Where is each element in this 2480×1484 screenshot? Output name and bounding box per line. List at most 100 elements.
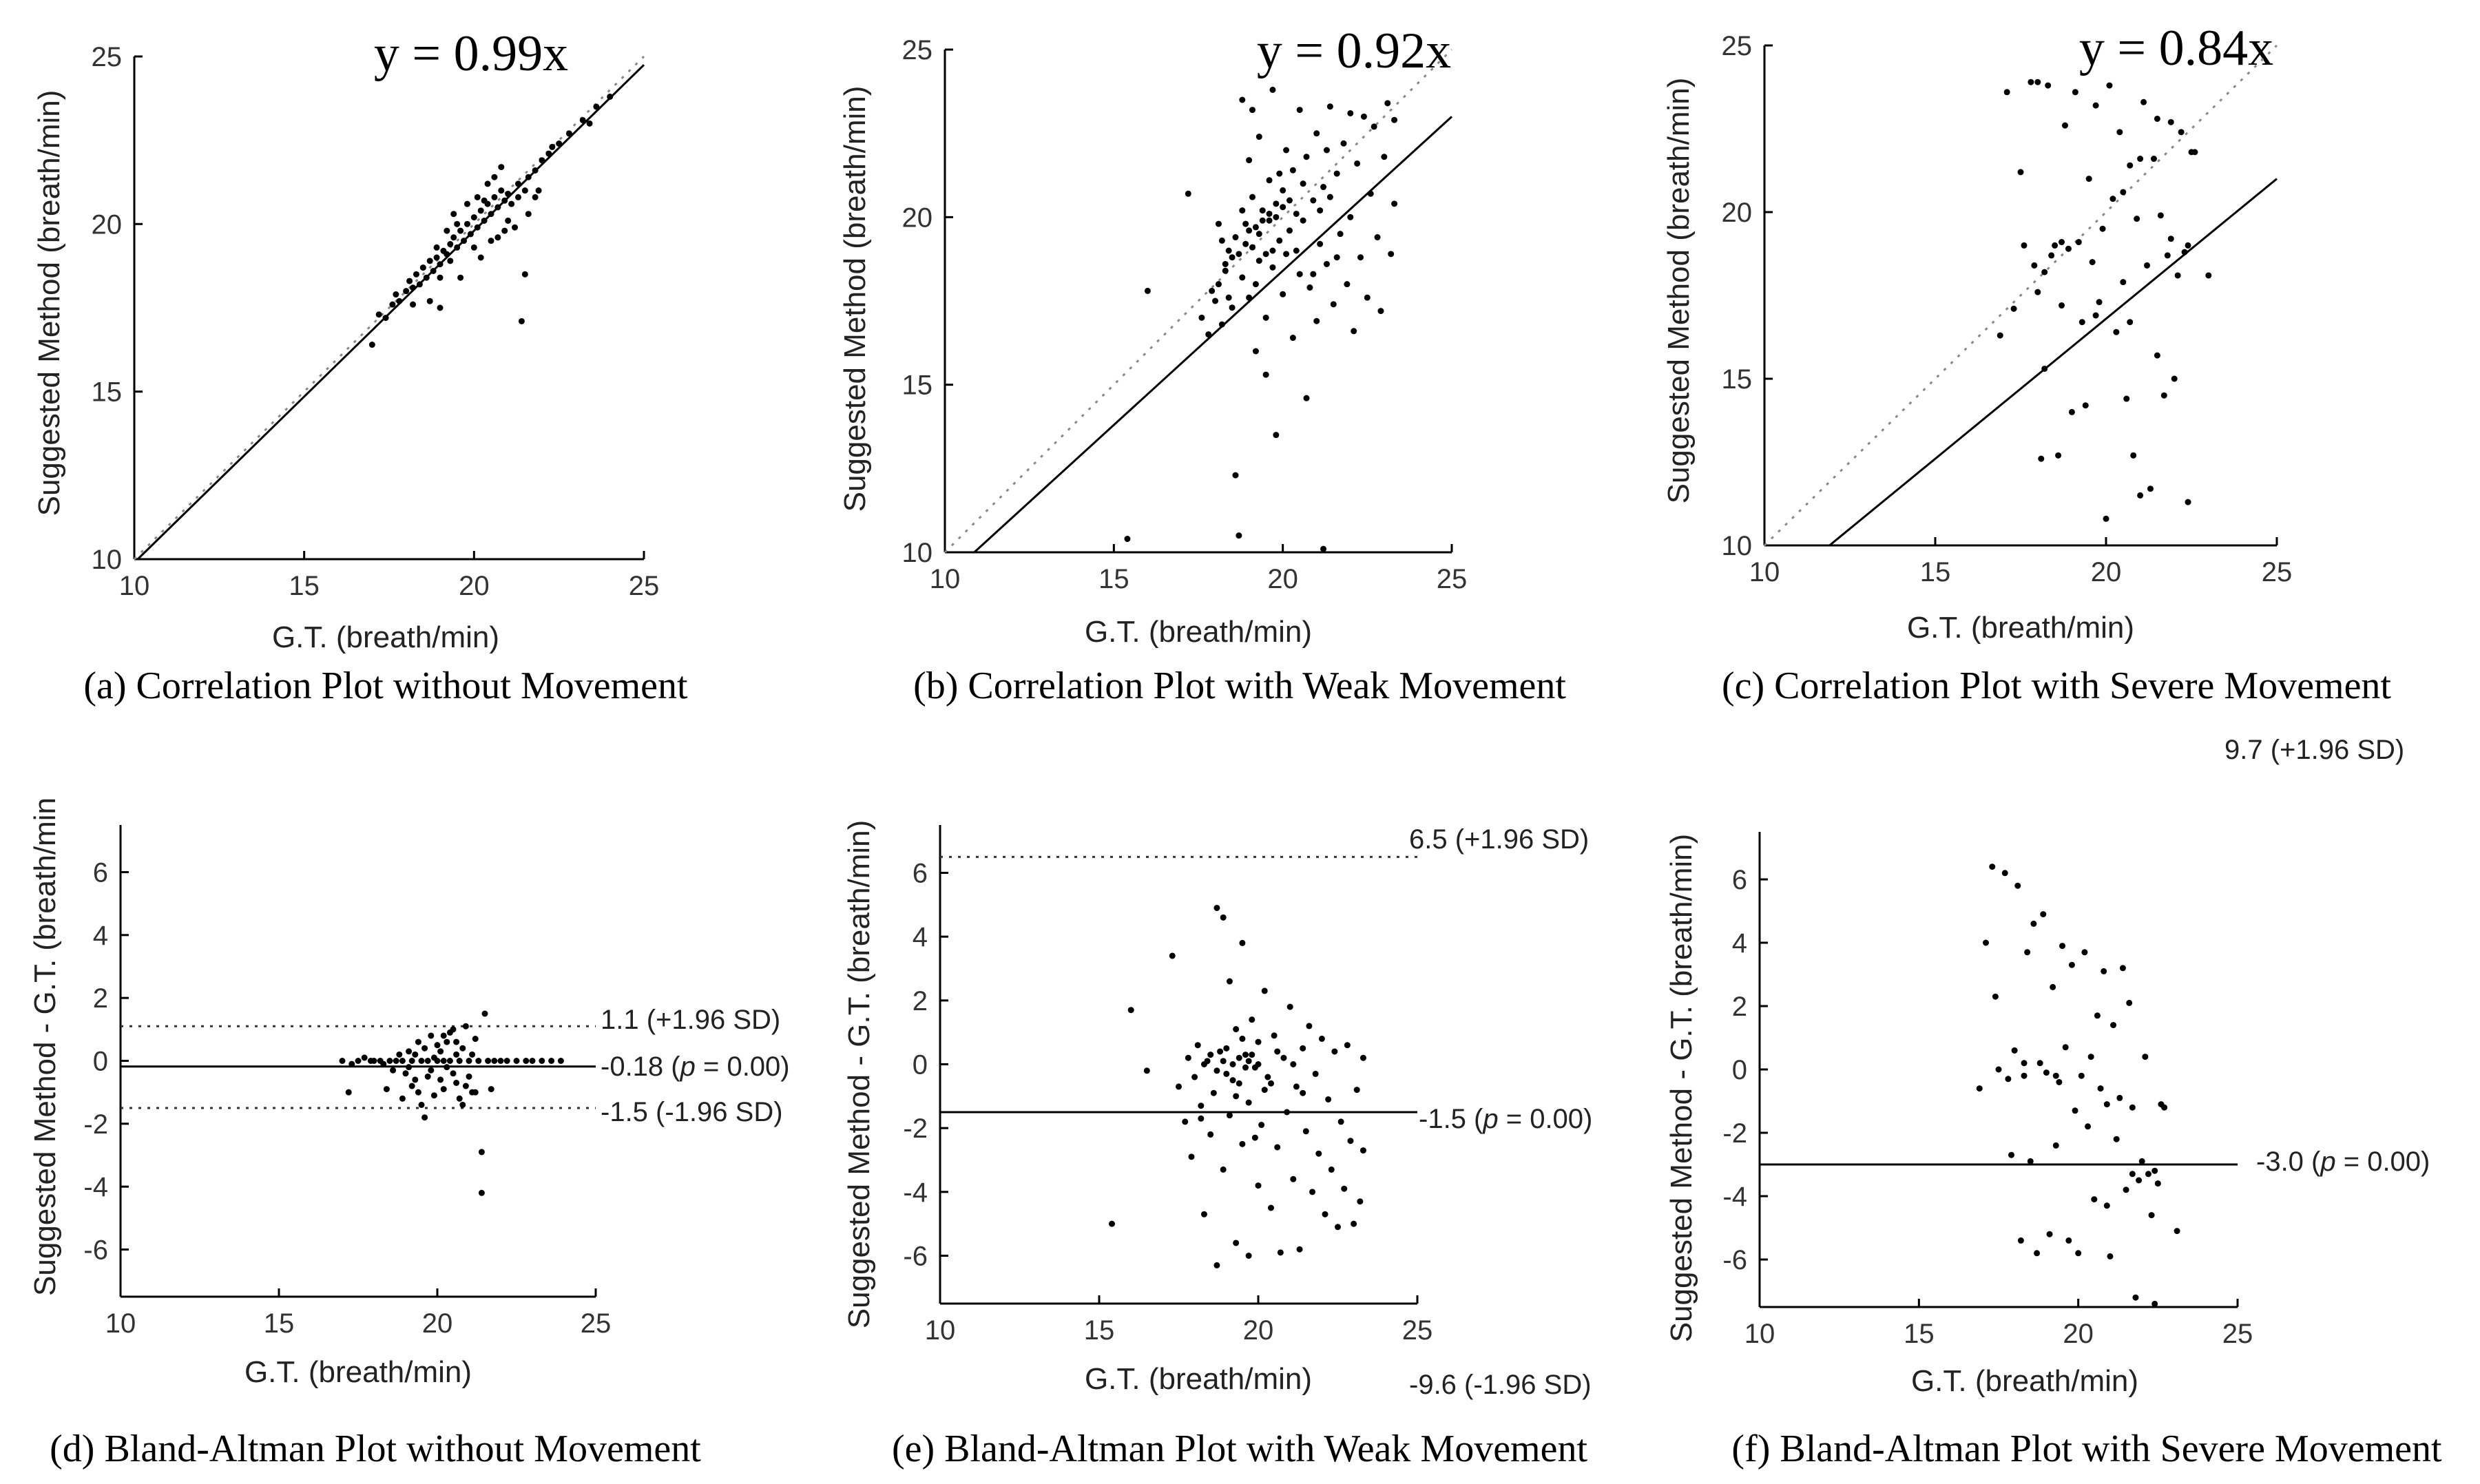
data-point — [2103, 1202, 2110, 1209]
data-point — [386, 1058, 393, 1064]
x-axis-label: G.T. (breath/min) — [1085, 1362, 1312, 1396]
data-point — [2038, 455, 2045, 462]
data-point — [1242, 1052, 1249, 1058]
data-point — [1185, 190, 1191, 197]
panel-a-correlation-no-movement: y = 0.99x G.T. (breath/min) Suggested Me… — [32, 25, 688, 707]
data-point — [1262, 314, 1269, 321]
data-point — [1351, 1220, 1357, 1227]
data-point — [2068, 408, 2075, 415]
data-point — [477, 254, 484, 261]
data-point — [2005, 1076, 2012, 1083]
data-point — [2129, 1171, 2136, 1178]
data-point — [2116, 129, 2123, 136]
data-point — [1255, 1038, 1262, 1045]
data-point — [454, 220, 461, 227]
data-point — [2017, 1237, 2024, 1244]
data-point — [470, 214, 477, 221]
data-point — [1289, 335, 1296, 342]
data-point — [424, 1058, 431, 1064]
data-point — [484, 180, 491, 187]
y-tick-label: 10 — [92, 545, 123, 575]
data-point — [2099, 225, 2106, 232]
data-point — [525, 211, 532, 218]
data-point — [1212, 297, 1219, 304]
data-point — [1280, 187, 1286, 194]
data-point — [348, 1060, 355, 1067]
data-point — [549, 143, 556, 150]
data-point — [1261, 1087, 1268, 1094]
data-point — [426, 258, 433, 264]
y-tick-label: 25 — [902, 35, 933, 65]
y-axis-label: Suggested Method - G.T. (breath/min) — [1665, 834, 1698, 1343]
y-tick-label: -2 — [903, 1114, 928, 1144]
data-point — [1274, 1144, 1281, 1151]
data-point — [1391, 116, 1398, 123]
mean-label: -3.0 (p = 0.00) — [2256, 1147, 2430, 1177]
data-point — [2154, 115, 2160, 122]
data-point — [1246, 227, 1253, 234]
data-point — [1217, 1048, 1224, 1055]
data-point — [1271, 1032, 1278, 1039]
data-point — [467, 231, 474, 238]
x-tick-label: 15 — [289, 571, 320, 601]
data-point — [1239, 939, 1246, 946]
data-point — [2027, 1158, 2034, 1164]
data-point — [410, 284, 417, 291]
data-point — [1226, 978, 1233, 985]
x-tick-label: 25 — [1437, 564, 1468, 594]
y-tick-label: 2 — [93, 983, 108, 1014]
data-point — [1300, 217, 1306, 224]
data-point — [1252, 224, 1259, 231]
data-point — [2059, 239, 2065, 246]
data-point — [1229, 304, 1236, 311]
data-point — [1273, 200, 1280, 207]
data-point — [1377, 308, 1384, 315]
data-point — [1215, 220, 1222, 227]
y-tick-label: 0 — [1732, 1055, 1747, 1085]
data-point — [478, 1189, 485, 1196]
data-point — [1267, 1080, 1274, 1087]
data-point — [1198, 1102, 1205, 1109]
data-point — [2052, 1072, 2059, 1079]
data-point — [535, 187, 542, 194]
data-point — [1239, 207, 1246, 214]
data-point — [2120, 189, 2127, 196]
data-point — [1262, 251, 1269, 258]
data-point — [2106, 82, 2113, 89]
y-tick-label: 20 — [902, 202, 933, 233]
data-point — [428, 1067, 435, 1074]
data-point — [440, 1086, 447, 1093]
data-point — [1286, 227, 1293, 234]
data-point — [345, 1089, 352, 1096]
data-point — [1261, 987, 1268, 994]
data-point — [2119, 965, 2126, 972]
data-point — [1255, 1182, 1262, 1189]
data-point — [2160, 392, 2167, 399]
data-point — [1258, 1122, 1265, 1129]
data-point — [2078, 319, 2085, 326]
equation-label: y = 0.99x — [374, 25, 568, 82]
data-point — [2103, 1101, 2110, 1108]
data-point — [2075, 239, 2082, 246]
y-tick-label: 6 — [93, 858, 108, 888]
data-point — [1198, 314, 1205, 321]
data-point — [525, 174, 532, 180]
data-point — [450, 234, 457, 241]
data-point — [1194, 1042, 1201, 1049]
data-point — [2008, 1151, 2015, 1158]
data-point — [2091, 1196, 2098, 1203]
data-point — [1239, 1035, 1246, 1042]
data-point — [2110, 1022, 2117, 1029]
data-point — [475, 1058, 482, 1064]
caption: (b) Correlation Plot with Weak Movement — [913, 665, 1566, 707]
data-point — [1357, 1198, 1364, 1205]
data-point — [2205, 272, 2212, 279]
data-point — [415, 1038, 421, 1045]
y-tick-label: 0 — [913, 1050, 928, 1080]
data-point — [1326, 103, 1333, 110]
data-point — [2148, 1212, 2155, 1219]
x-tick-label: 10 — [1749, 557, 1780, 587]
data-point — [2085, 176, 2092, 182]
y-tick-label: 15 — [902, 370, 933, 401]
data-point — [421, 1114, 428, 1121]
